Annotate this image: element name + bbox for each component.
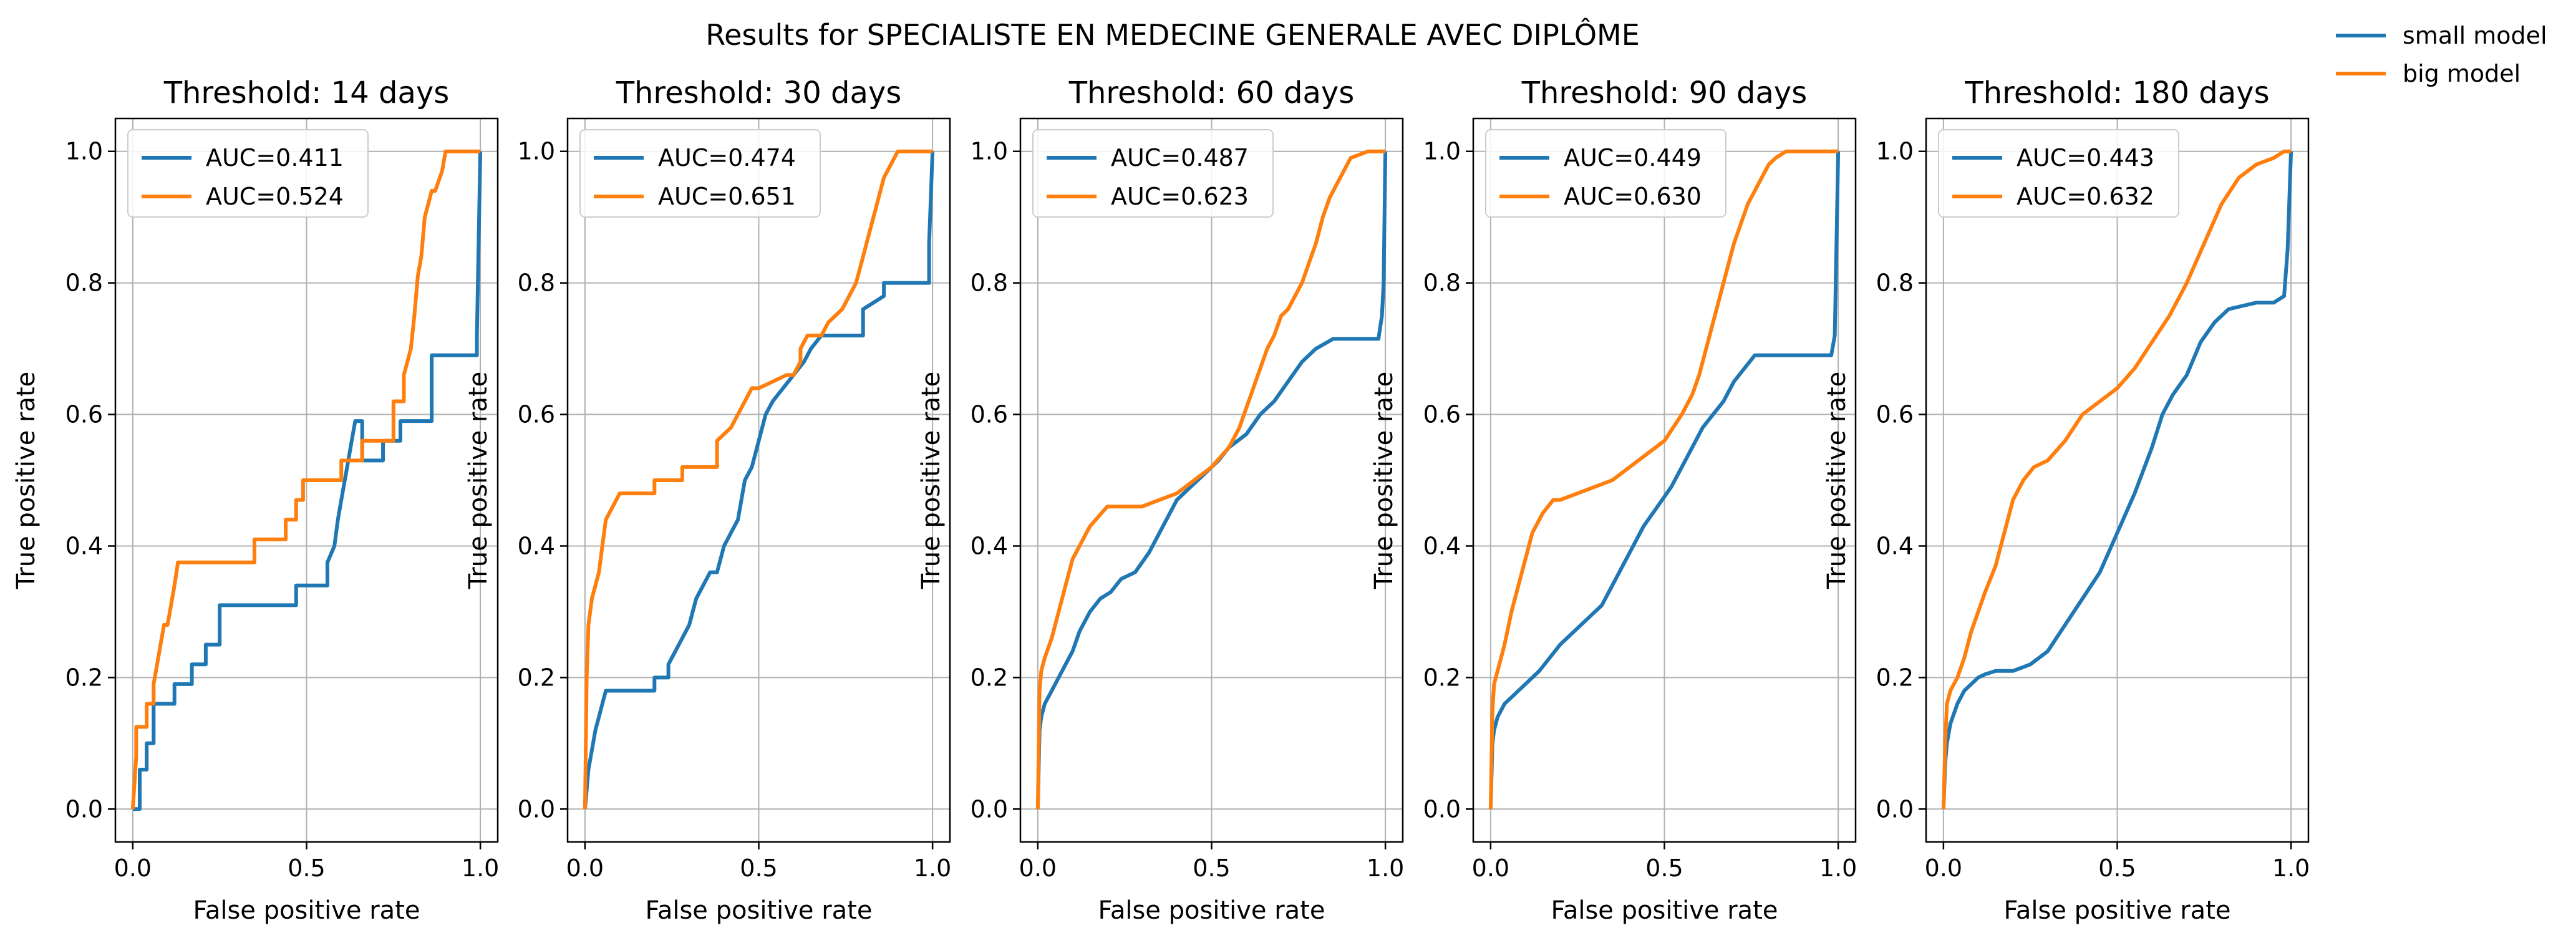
- roc-curve-big-model: [1035, 149, 1386, 810]
- y-tick-label: 0.4: [1423, 532, 1461, 559]
- y-tick-label: 0.4: [971, 532, 1008, 559]
- panels: Threshold: 14 days 0.0 0.5 1.0 0.0 0.2 0.4 0.6 0…: [12, 75, 2310, 925]
- x-axis-label: False positive rate: [2004, 896, 2231, 925]
- roc-curve-big-model: [1941, 149, 2292, 810]
- y-tick-label: 0.2: [518, 664, 555, 691]
- auc-label-small-model: AUC=0.474: [658, 144, 796, 172]
- x-axis-label: False positive rate: [1551, 896, 1778, 925]
- chart-panel-4: Threshold: 90 days 0.0 0.5 1.0 0.0 0.2 0.4 0.6 0…: [1370, 75, 1857, 925]
- y-tick-label: 0.2: [1423, 664, 1461, 691]
- y-tick-label: 1.0: [1423, 138, 1461, 165]
- figure-title: Results for SPECIALISTE EN MEDECINE GENE…: [705, 17, 1640, 52]
- auc-label-big-model: AUC=0.524: [206, 183, 344, 210]
- x-tick-label: 1.0: [2272, 854, 2310, 882]
- roc-curve-small-model: [1035, 151, 1388, 810]
- x-tick-label: 0.0: [1472, 854, 1509, 882]
- chart-panel-1: Threshold: 14 days 0.0 0.5 1.0 0.0 0.2 0.4 0.6 0…: [12, 75, 499, 925]
- x-tick-label: 0.0: [114, 854, 152, 882]
- x-tick-label: 1.0: [462, 854, 499, 882]
- y-tick-label: 0.0: [1423, 795, 1461, 823]
- y-tick-label: 0.6: [65, 401, 103, 428]
- panel-title: Threshold: 180 days: [1964, 75, 2269, 110]
- figure-legend: small model big model: [2336, 22, 2547, 87]
- y-axis-label: True positive rate: [1823, 372, 1851, 590]
- y-tick-label: 1.0: [65, 138, 103, 165]
- x-tick-label: 0.0: [1925, 854, 1962, 882]
- x-tick-label: 1.0: [914, 854, 951, 882]
- y-tick-label: 0.0: [971, 795, 1008, 823]
- y-axis-label: True positive rate: [1370, 372, 1398, 590]
- x-tick-label: 0.5: [2098, 854, 2136, 882]
- x-tick-label: 1.0: [1367, 854, 1404, 882]
- y-tick-label: 0.8: [1423, 269, 1461, 297]
- auc-label-small-model: AUC=0.487: [1111, 144, 1249, 172]
- x-tick-label: 0.5: [288, 854, 325, 882]
- chart-panel-5: Threshold: 180 days 0.0 0.5 1.0 0.0 0.2 0.4 0.6…: [1823, 75, 2310, 925]
- y-tick-label: 1.0: [971, 138, 1008, 165]
- chart-panel-2: Threshold: 30 days 0.0 0.5 1.0 0.0 0.2 0.4 0.6 0…: [464, 75, 951, 925]
- x-tick-label: 0.0: [1019, 854, 1057, 882]
- panel-title: Threshold: 60 days: [1068, 75, 1355, 110]
- roc-curve-small-model: [1488, 151, 1841, 810]
- y-tick-label: 0.6: [971, 401, 1008, 428]
- y-tick-label: 0.6: [1423, 401, 1461, 428]
- legend-label-big-model: big model: [2403, 60, 2520, 87]
- auc-label-small-model: AUC=0.449: [1564, 144, 1702, 172]
- y-tick-label: 0.8: [518, 269, 555, 297]
- x-axis-label: False positive rate: [1098, 896, 1325, 925]
- x-tick-label: 0.5: [1645, 854, 1683, 882]
- x-tick-label: 0.0: [566, 854, 604, 882]
- auc-label-big-model: AUC=0.632: [2017, 183, 2154, 210]
- y-tick-label: 1.0: [518, 138, 555, 165]
- y-tick-label: 0.6: [518, 401, 555, 428]
- x-tick-label: 0.5: [740, 854, 777, 882]
- y-tick-label: 0.0: [1876, 795, 1914, 823]
- y-axis-label: True positive rate: [464, 372, 493, 590]
- y-tick-label: 0.6: [1876, 401, 1914, 428]
- y-axis-label: True positive rate: [12, 372, 41, 590]
- auc-label-small-model: AUC=0.411: [206, 144, 344, 172]
- y-tick-label: 0.0: [65, 795, 103, 823]
- roc-curve-small-model: [583, 151, 935, 810]
- x-tick-label: 1.0: [1819, 854, 1857, 882]
- y-tick-label: 1.0: [1876, 138, 1914, 165]
- y-tick-label: 0.0: [518, 795, 555, 823]
- auc-label-small-model: AUC=0.443: [2017, 144, 2154, 172]
- y-tick-label: 0.2: [65, 664, 103, 691]
- auc-label-big-model: AUC=0.630: [1564, 183, 1702, 210]
- roc-curve-big-model: [1488, 149, 1839, 810]
- panel-title: Threshold: 14 days: [163, 75, 450, 110]
- legend-label-small-model: small model: [2403, 22, 2547, 49]
- chart-panel-3: Threshold: 60 days 0.0 0.5 1.0 0.0 0.2 0.4 0.6 0…: [917, 75, 1404, 925]
- y-tick-label: 0.8: [1876, 269, 1914, 297]
- auc-label-big-model: AUC=0.623: [1111, 183, 1249, 210]
- x-axis-label: False positive rate: [193, 896, 420, 925]
- y-tick-label: 0.2: [971, 664, 1008, 691]
- y-tick-label: 0.4: [518, 532, 555, 559]
- auc-label-big-model: AUC=0.651: [658, 183, 796, 210]
- panel-title: Threshold: 90 days: [1521, 75, 1808, 110]
- y-tick-label: 0.8: [971, 269, 1008, 297]
- y-tick-label: 0.4: [1876, 532, 1914, 559]
- x-tick-label: 0.5: [1193, 854, 1230, 882]
- y-tick-label: 0.4: [65, 532, 103, 559]
- x-axis-label: False positive rate: [646, 896, 873, 925]
- roc-curve-big-model: [130, 149, 481, 810]
- roc-curve-small-model: [1941, 151, 2293, 810]
- y-axis-label: True positive rate: [917, 372, 946, 590]
- roc-curve-big-model: [583, 149, 933, 810]
- y-tick-label: 0.2: [1876, 664, 1914, 691]
- panel-title: Threshold: 30 days: [616, 75, 902, 110]
- y-tick-label: 0.8: [65, 269, 103, 297]
